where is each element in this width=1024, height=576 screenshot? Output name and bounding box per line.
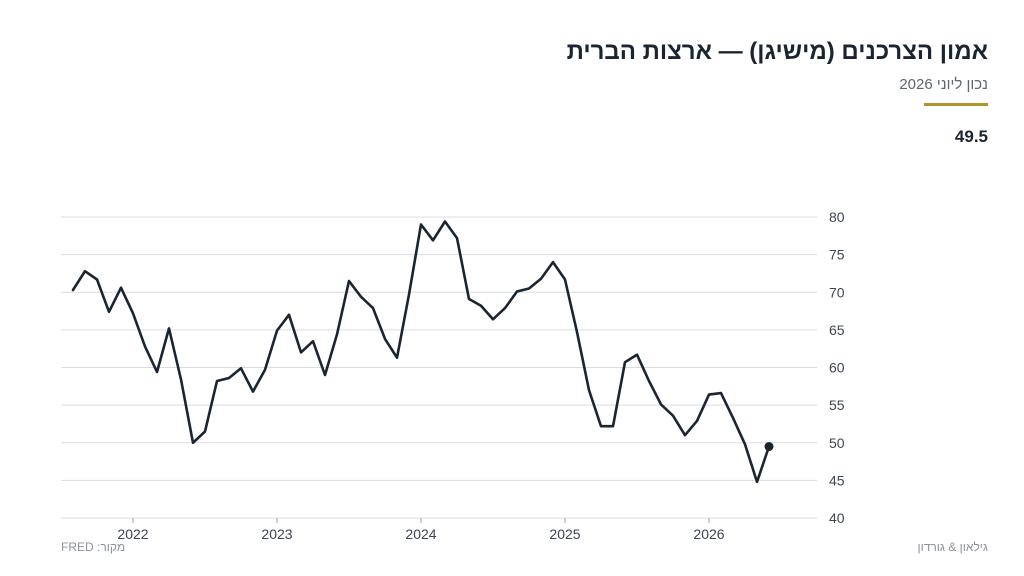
y-tick-label: 60 — [829, 360, 845, 376]
accent-rule — [924, 103, 988, 106]
latest-value: 49.5 — [954, 127, 988, 146]
y-axis-ticks: 40 45 50 55 60 65 70 75 80 — [829, 209, 845, 526]
x-tick-label: 2022 — [117, 526, 148, 542]
y-tick-label: 50 — [829, 435, 845, 451]
y-tick-label: 45 — [829, 472, 845, 488]
latest-point-marker — [764, 442, 774, 452]
x-tick-label: 2023 — [261, 526, 292, 542]
series-line — [71, 220, 771, 484]
source-note: מקור: FRED — [61, 540, 126, 554]
y-tick-label: 40 — [829, 510, 845, 526]
x-axis-ticks: 2022 2023 2024 2025 2026 — [117, 518, 725, 542]
credit-note: גילאון & גורדון — [917, 540, 988, 554]
y-tick-label: 80 — [829, 209, 845, 225]
chart-title: אמון הצרכנים (מישיגן) — ארצות הברית — [566, 38, 988, 65]
series-layer — [71, 220, 774, 484]
grid-lines — [61, 216, 817, 519]
y-tick-label: 55 — [829, 397, 845, 413]
y-tick-label: 75 — [829, 247, 845, 263]
x-tick-label: 2026 — [693, 526, 724, 542]
x-tick-label: 2025 — [549, 526, 580, 542]
x-tick-label: 2024 — [405, 526, 436, 542]
y-tick-label: 65 — [829, 322, 845, 338]
y-tick-label: 70 — [829, 284, 845, 300]
chart-subtitle: נכון ליוני 2026 — [899, 76, 988, 93]
